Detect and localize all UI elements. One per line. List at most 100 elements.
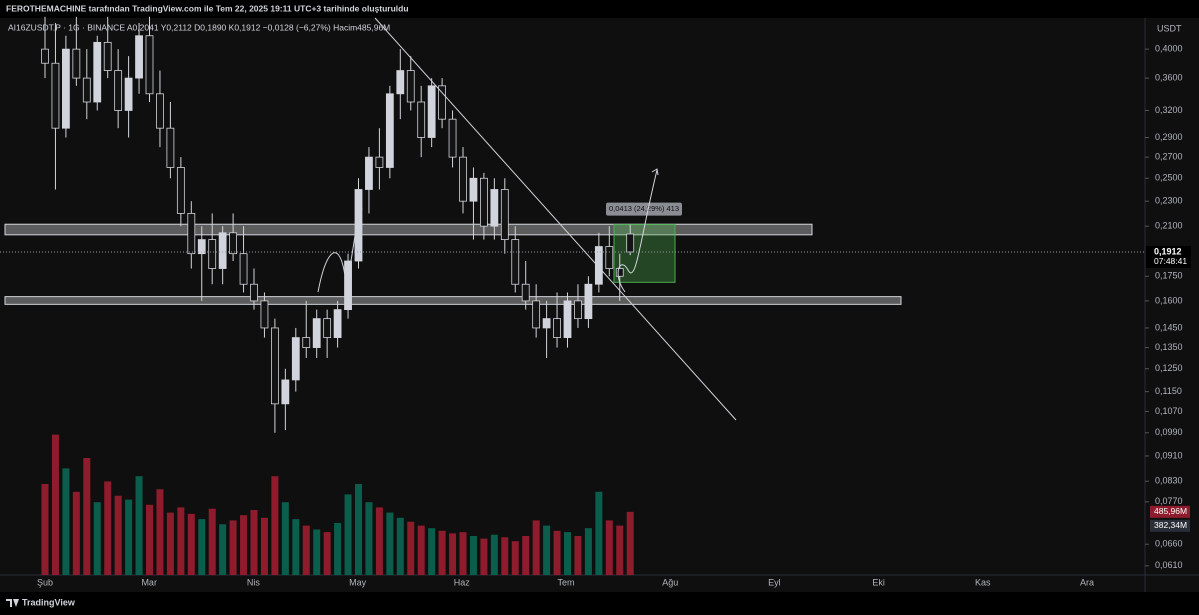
candle-body (156, 93, 164, 129)
volume-bar (407, 521, 415, 575)
timer-label: 07:48:41 (1154, 256, 1187, 266)
candle-body (239, 253, 248, 285)
arrow-head (651, 168, 659, 176)
volume-tag (1150, 519, 1190, 532)
target-box (613, 224, 676, 283)
volume-tag-label: 485,96M (1154, 506, 1187, 516)
candle-body (605, 246, 614, 269)
price-tick-label: 0,0990 (1155, 427, 1183, 437)
candle-body (427, 85, 436, 138)
volume-bar (292, 519, 300, 575)
candle-body (417, 101, 426, 138)
volume-bar (584, 528, 592, 575)
month-label: Şub (37, 577, 53, 587)
volume-bar (543, 525, 551, 575)
volume-bar (83, 458, 91, 575)
path-drawing (617, 169, 658, 293)
candle-body (187, 212, 196, 255)
volume-bar (428, 528, 436, 575)
volume-bar (72, 491, 80, 575)
candle-body (270, 327, 279, 405)
month-label: Ağu (662, 577, 678, 587)
month-label: Eyl (768, 577, 781, 587)
volume-bar (626, 511, 634, 575)
price-tick-label: 0,0660 (1155, 539, 1183, 549)
volume-bar (375, 507, 383, 575)
candle-body (385, 93, 394, 168)
price-tick-label: 0,3200 (1155, 105, 1183, 115)
candle-body (312, 318, 321, 348)
volume-bar (574, 536, 582, 575)
volume-bar (62, 468, 70, 575)
volume-bar (595, 491, 603, 575)
support-zone (4, 223, 813, 236)
candle-body (208, 239, 217, 269)
volume-bar (51, 434, 59, 575)
volume-bar (41, 484, 49, 575)
volume-bar (114, 495, 122, 575)
candle-body (323, 318, 332, 338)
volume-bar (250, 510, 258, 575)
candle-body (197, 239, 206, 255)
price-tick-label: 0,1070 (1155, 406, 1183, 416)
volume-bar (229, 520, 237, 575)
volume-bar (553, 530, 561, 575)
volume-bar (313, 529, 321, 575)
price-tick-label: 0,0910 (1155, 450, 1183, 460)
month-label: Eki (872, 577, 885, 587)
month-label: Haz (454, 577, 471, 587)
price-tick-label: 0,0610 (1155, 560, 1183, 570)
candle-body (542, 318, 551, 329)
volume-bar (417, 525, 425, 575)
month-label: Nis (247, 577, 260, 587)
volume-bar (490, 534, 498, 575)
candle-body (333, 309, 342, 338)
volume-bar (386, 512, 394, 575)
volume-bar (564, 532, 571, 575)
candle-body (176, 167, 185, 214)
price-tick-label: 0,1350 (1155, 342, 1183, 352)
logo (6, 599, 19, 607)
volume-tag-label: 382,34M (1154, 520, 1187, 530)
candle-body (574, 300, 582, 320)
last-price-label: 0,1912 (1154, 246, 1182, 256)
price-tick-label: 0,0830 (1155, 476, 1183, 486)
volume-bar (208, 508, 216, 575)
volume-bar (605, 520, 613, 575)
path-drawing (317, 204, 361, 293)
candle-body (500, 189, 509, 240)
month-label: May (349, 577, 367, 587)
volume-bar (271, 476, 279, 575)
candle-body (218, 232, 227, 269)
volume-bar (219, 524, 227, 575)
candle-body (511, 239, 520, 285)
price-tick-label: 0,1450 (1155, 322, 1183, 332)
candle-body (626, 233, 635, 253)
volume-bar (522, 536, 530, 575)
month-label: Mar (141, 577, 157, 587)
footer-bar (0, 592, 1199, 615)
candle-body (302, 337, 311, 348)
volume-bar (104, 481, 112, 575)
price-tick-label: 0,2300 (1155, 196, 1183, 206)
trend-line (374, 17, 737, 421)
volume-bar (616, 525, 624, 575)
candle-body (354, 189, 363, 262)
measure-label-bg (606, 202, 682, 216)
month-label: Ara (1080, 577, 1094, 587)
arrow-head (355, 203, 363, 211)
candle-body (479, 177, 488, 227)
plot: 0,4000 0,3600 0,3200 0,2900 0,2700 0,2500 0,23… (0, 16, 1191, 587)
volume-bar (135, 476, 143, 575)
price-tick-label: 0,2500 (1155, 173, 1183, 183)
volume-bar (323, 532, 331, 575)
candle-body (563, 300, 572, 338)
volume-bar (260, 517, 268, 575)
candle-body (82, 77, 91, 103)
candle-body (448, 118, 457, 158)
volume-bar (240, 515, 248, 575)
price-tick-label: 0,3600 (1155, 72, 1183, 82)
candle-body (490, 189, 499, 227)
price-tick-label: 0,0770 (1155, 496, 1183, 506)
